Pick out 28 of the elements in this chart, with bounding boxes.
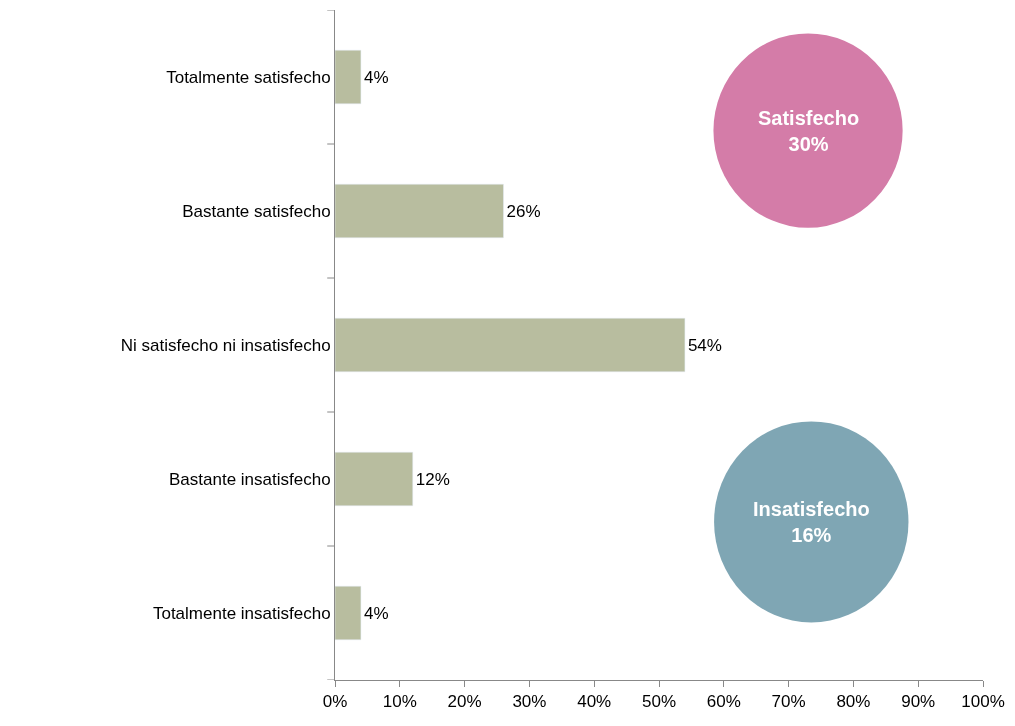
bar (335, 585, 362, 641)
x-tick-label: 70% (771, 692, 806, 712)
x-tick-label: 20% (447, 692, 482, 712)
x-tick-label: 80% (836, 692, 871, 712)
x-tick-label: 90% (901, 692, 936, 712)
x-tick-label: 30% (512, 692, 547, 712)
annotation: Satisfecho 30% (758, 107, 860, 155)
bar (335, 317, 686, 373)
y-tick-label: Totalmente satisfecho (166, 67, 331, 87)
data-label: 4% (363, 67, 389, 87)
y-tick-label: Totalmente insatisfecho (152, 603, 331, 623)
y-tick-label: Bastante insatisfecho (168, 469, 331, 489)
data-label: 12% (415, 469, 450, 489)
x-tick-label: 60% (706, 692, 741, 712)
data-label: 26% (506, 201, 541, 221)
bar (335, 183, 504, 239)
x-tick-label: 100% (961, 692, 1005, 712)
data-label: 4% (363, 603, 389, 623)
x-tick-label: 0% (322, 692, 348, 712)
x-tick-label: 10% (382, 692, 417, 712)
y-tick-label: Bastante satisfecho (182, 201, 331, 221)
data-label: 54% (687, 335, 722, 355)
annotation: Insatisfecho 16% (753, 498, 870, 546)
bar (335, 451, 414, 507)
y-tick-label: Ni satisfecho ni insatisfecho (120, 335, 331, 355)
x-tick-label: 50% (641, 692, 677, 712)
x-tick-label: 40% (577, 692, 612, 712)
bar (335, 49, 362, 105)
